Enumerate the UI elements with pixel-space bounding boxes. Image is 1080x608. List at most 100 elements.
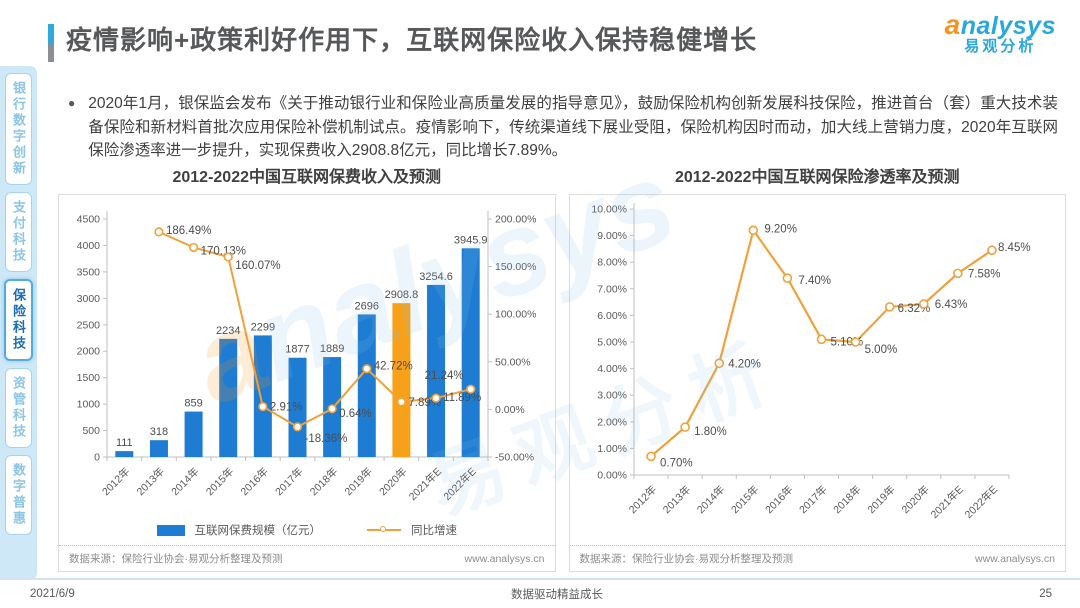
svg-text:0.00%: 0.00%	[597, 470, 627, 482]
svg-text:2012年: 2012年	[626, 483, 659, 516]
penetration-line-chart: 0.00% 1.00% 2.00% 3.00% 4.00% 5.00% 6.00% 7.00%…	[591, 203, 1030, 521]
sidebar-item-insurance-tech[interactable]: 保险科技	[4, 279, 33, 361]
svg-text:4500: 4500	[77, 214, 101, 226]
svg-text:500: 500	[82, 425, 100, 437]
svg-text:1500: 1500	[77, 372, 101, 384]
premium-bar-line-chart: 0 500 1000 1500 2000 2500 3000 3500 4000 4500 -50.…	[77, 211, 536, 503]
svg-text:200.00%: 200.00%	[495, 214, 536, 226]
svg-text:2012年: 2012年	[99, 465, 132, 498]
premium-source-row: 数据来源：保险行业协会·易观分析整理及预测 www.analysys.cn	[59, 545, 555, 571]
svg-text:0.00%: 0.00%	[495, 404, 525, 416]
svg-text:2015年: 2015年	[203, 465, 236, 498]
premium-chart-panel: 0 500 1000 1500 2000 2500 3000 3500 4000 4500 -50.…	[58, 194, 556, 572]
penetration-chart-title: 2012-2022中国互联网保险渗透率及预测	[674, 169, 960, 186]
legend-line-swatch	[367, 525, 401, 535]
svg-text:2013年: 2013年	[660, 483, 693, 516]
svg-text:0.64%: 0.64%	[339, 408, 372, 420]
footer-slogan: 数据驱动精益成长	[510, 589, 603, 601]
svg-text:1877: 1877	[285, 344, 309, 356]
svg-text:4.20%: 4.20%	[728, 358, 761, 370]
svg-text:2014年: 2014年	[694, 483, 727, 516]
svg-text:50.00%: 50.00%	[495, 356, 531, 368]
svg-text:10.00%: 10.00%	[591, 204, 627, 216]
footer: 2021/6/9 数据驱动精益成长 25	[0, 578, 1080, 608]
premium-chart-title: 2012-2022中国互联网保费收入及预测	[172, 169, 442, 186]
legend-line-label: 同比增速	[411, 525, 457, 537]
svg-text:4.00%: 4.00%	[597, 363, 627, 375]
svg-text:2500: 2500	[77, 319, 101, 331]
svg-text:2019年: 2019年	[342, 465, 375, 498]
svg-text:0: 0	[94, 452, 100, 464]
svg-text:2299: 2299	[251, 321, 275, 333]
svg-text:2014年: 2014年	[169, 465, 202, 498]
svg-text:5.00%: 5.00%	[597, 337, 627, 349]
svg-text:2020年: 2020年	[898, 483, 931, 516]
svg-text:21.24%: 21.24%	[425, 370, 464, 382]
svg-text:7.40%: 7.40%	[798, 275, 831, 287]
logo-wordmark: analysys	[945, 10, 1056, 39]
source-label: 数据来源：保险行业协会·易观分析整理及预测	[69, 553, 283, 565]
svg-text:170.13%: 170.13%	[201, 245, 246, 257]
svg-text:3945.9: 3945.9	[454, 234, 488, 246]
svg-text:9.00%: 9.00%	[597, 230, 627, 242]
logo-a-glyph: a	[944, 9, 961, 40]
sidebar-item-banking-digital[interactable]: 银行数字创新	[5, 73, 32, 185]
svg-text:2015年: 2015年	[728, 483, 761, 516]
sidebar-item-asset-mgmt-tech[interactable]: 资管科技	[5, 368, 32, 448]
footer-page-number: 25	[1039, 588, 1052, 600]
svg-text:2696: 2696	[355, 300, 379, 312]
logo-chinese-name: 易观分析	[964, 38, 1037, 56]
title-accent-bar	[48, 24, 54, 62]
source-url: www.analysys.cn	[975, 552, 1055, 565]
page-title: 疫情影响+政策利好作用下，互联网保险收入保持稳健增长	[66, 25, 758, 55]
svg-text:100.00%: 100.00%	[495, 309, 536, 321]
svg-text:7.58%: 7.58%	[967, 268, 1000, 280]
svg-text:2018年: 2018年	[307, 465, 340, 498]
svg-text:2013年: 2013年	[134, 465, 167, 498]
svg-text:186.49%: 186.49%	[166, 225, 211, 237]
charts-row: 2012-2022中国互联网保费收入及预测 0 500 1000 1500 2000 25…	[58, 167, 1066, 572]
sidebar-item-digital-inclusion[interactable]: 数字普惠	[5, 455, 32, 535]
svg-text:3.00%: 3.00%	[597, 390, 627, 402]
sidebar-item-payment-tech[interactable]: 支付科技	[5, 192, 32, 272]
svg-text:2017年: 2017年	[272, 465, 305, 498]
penetration-chart-section: 2012-2022中国互联网保险渗透率及预测 0.00% 1.00% 2.00% 3.…	[568, 167, 1066, 572]
svg-text:2017年: 2017年	[796, 483, 829, 516]
footer-date: 2021/6/9	[30, 588, 75, 600]
svg-text:2021年E: 2021年E	[927, 483, 965, 521]
svg-text:2000: 2000	[77, 346, 101, 358]
svg-text:2.91%: 2.91%	[270, 402, 303, 414]
source-label: 数据来源：保险行业协会·易观分析整理及预测	[579, 553, 794, 565]
svg-text:2019年: 2019年	[864, 483, 897, 516]
svg-text:3000: 3000	[77, 293, 101, 305]
svg-text:2234: 2234	[216, 325, 240, 337]
svg-text:2016年: 2016年	[762, 483, 795, 516]
premium-chart-section: 2012-2022中国互联网保费收入及预测 0 500 1000 1500 2000 25…	[58, 167, 556, 572]
svg-text:111: 111	[116, 437, 133, 449]
svg-text:1.80%: 1.80%	[694, 426, 727, 438]
svg-text:3500: 3500	[77, 266, 101, 278]
svg-text:8.00%: 8.00%	[597, 257, 627, 269]
svg-text:-18.36%: -18.36%	[305, 433, 348, 445]
sidebar: 银行数字创新 支付科技 保险科技 资管科技 数字普惠	[0, 66, 37, 580]
svg-text:2908.8: 2908.8	[385, 289, 419, 301]
svg-text:11.89%: 11.89%	[443, 392, 481, 404]
svg-text:2020年: 2020年	[376, 465, 409, 498]
svg-text:3254.6: 3254.6	[419, 271, 453, 283]
source-url: www.analysys.cn	[464, 552, 545, 565]
svg-text:9.20%: 9.20%	[764, 223, 797, 235]
svg-text:1.00%: 1.00%	[597, 443, 627, 455]
svg-text:6.43%: 6.43%	[934, 299, 967, 311]
brand-logo: analysys 易观分析	[945, 10, 1056, 55]
svg-text:1000: 1000	[77, 399, 101, 411]
svg-text:2021年E: 2021年E	[406, 465, 444, 503]
svg-text:2022年E: 2022年E	[961, 483, 999, 521]
svg-text:2018年: 2018年	[830, 483, 863, 516]
legend-bar-label: 互联网保费规模（亿元）	[194, 525, 322, 537]
header: 疫情影响+政策利好作用下，互联网保险收入保持稳健增长	[48, 24, 920, 62]
svg-text:160.07%: 160.07%	[235, 260, 280, 272]
logo-wordmark-rest: nalysys	[960, 12, 1056, 40]
svg-text:2022年E: 2022年E	[441, 465, 479, 503]
svg-text:0.70%: 0.70%	[660, 457, 693, 469]
summary-text: 2020年1月，银保监会发布《关于推动银行业和保险业高质量发展的指导意见》，鼓励…	[88, 95, 1058, 160]
